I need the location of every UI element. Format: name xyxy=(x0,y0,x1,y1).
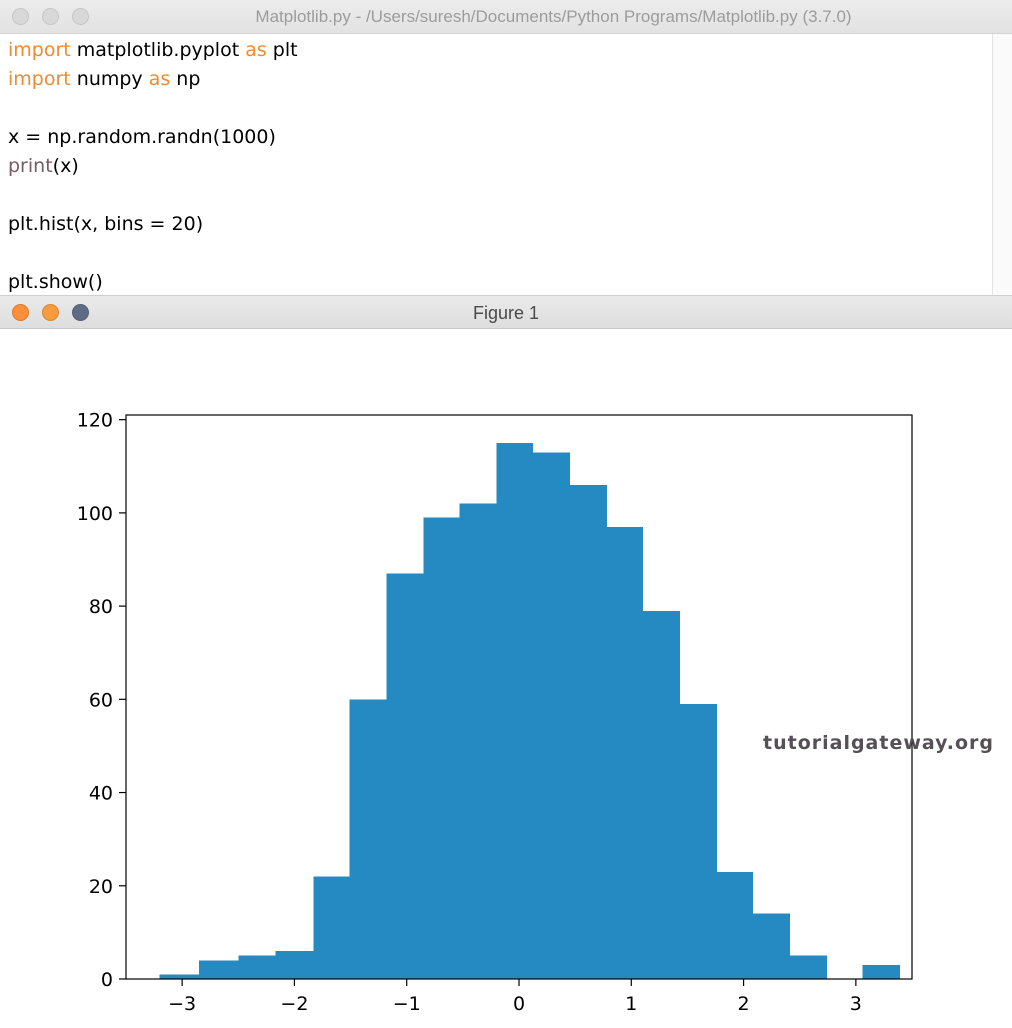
figure-zoom-button[interactable] xyxy=(72,304,89,321)
code-text: (x) xyxy=(52,155,79,177)
editor-scrollbar[interactable] xyxy=(992,34,1012,295)
code-line-7: plt.hist(x, bins = 20) xyxy=(8,213,204,235)
histogram-bar xyxy=(642,610,681,979)
y-tick-label: 20 xyxy=(89,876,113,898)
x-tick-label: 0 xyxy=(513,993,525,1015)
figure-minimize-button[interactable] xyxy=(42,304,59,321)
code-editor[interactable]: import matplotlib.pyplot as plt import n… xyxy=(0,34,992,295)
code-line-1: import matplotlib.pyplot as plt xyxy=(8,36,298,65)
y-tick-label: 0 xyxy=(101,969,113,991)
histogram-bar xyxy=(862,965,901,979)
histogram-chart: −3 −2 −1 0 1 2 3 0 20 40 60 80 100 120 xyxy=(77,410,913,1015)
x-tick-label: −2 xyxy=(280,993,308,1015)
histogram-bar xyxy=(789,955,828,979)
y-tick-label: 120 xyxy=(77,410,113,432)
histogram-bar xyxy=(679,703,718,979)
keyword: import xyxy=(8,39,71,61)
x-tick-label: 1 xyxy=(625,993,637,1015)
y-tick-label: 100 xyxy=(77,503,113,525)
figure-title-bar: Figure 1 xyxy=(0,295,1012,329)
figure-close-button[interactable] xyxy=(12,304,29,321)
figure-window-title: Figure 1 xyxy=(472,303,540,323)
keyword: import xyxy=(8,68,71,90)
histogram-bar xyxy=(238,955,276,979)
editor-window-title: Matplotlib.py - /Users/suresh/Documents/… xyxy=(255,7,852,26)
y-tick-label: 80 xyxy=(89,596,113,618)
histogram-bar xyxy=(532,452,571,979)
histogram-bar xyxy=(386,573,425,979)
histogram-bar xyxy=(423,517,460,979)
code-text: np xyxy=(170,68,201,90)
keyword: as xyxy=(245,39,267,61)
histogram-bar xyxy=(752,913,791,979)
x-tick-label: −1 xyxy=(393,993,421,1015)
editor-zoom-button[interactable] xyxy=(72,8,89,25)
histogram-bar xyxy=(198,960,239,979)
code-text: matplotlib.pyplot xyxy=(70,39,246,61)
code-text: plt xyxy=(266,39,298,61)
histogram-bar xyxy=(496,442,533,980)
watermark-text: tutorialgateway.org xyxy=(763,732,995,754)
histogram-bar xyxy=(606,526,644,979)
histogram-bar xyxy=(275,951,315,979)
editor-minimize-button[interactable] xyxy=(42,8,59,25)
x-tick-label: −3 xyxy=(168,993,196,1015)
keyword: as xyxy=(148,68,171,90)
code-line-4: x = np.random.randn(1000) xyxy=(8,126,276,148)
editor-close-button[interactable] xyxy=(12,8,29,25)
code-text: numpy xyxy=(70,68,149,90)
code-line-5: print(x) xyxy=(8,152,79,181)
builtin-function: print xyxy=(8,155,53,177)
histogram-bar xyxy=(159,974,200,979)
histogram-bar xyxy=(349,699,388,979)
histogram-bar xyxy=(313,876,350,979)
x-tick-label: 2 xyxy=(738,993,750,1015)
x-tick-label: 3 xyxy=(850,993,862,1015)
y-tick-label: 60 xyxy=(89,689,113,711)
code-line-9: plt.show() xyxy=(8,271,103,293)
histogram-bar xyxy=(569,484,608,979)
code-line-2: import numpy as np xyxy=(8,65,200,94)
histogram-bar xyxy=(716,871,754,979)
figure-canvas: −3 −2 −1 0 1 2 3 0 20 40 60 80 100 120 xyxy=(0,329,1012,1024)
histogram-bar xyxy=(459,503,498,979)
y-tick-label: 40 xyxy=(89,783,113,805)
editor-title-bar: Matplotlib.py - /Users/suresh/Documents/… xyxy=(0,0,1012,34)
